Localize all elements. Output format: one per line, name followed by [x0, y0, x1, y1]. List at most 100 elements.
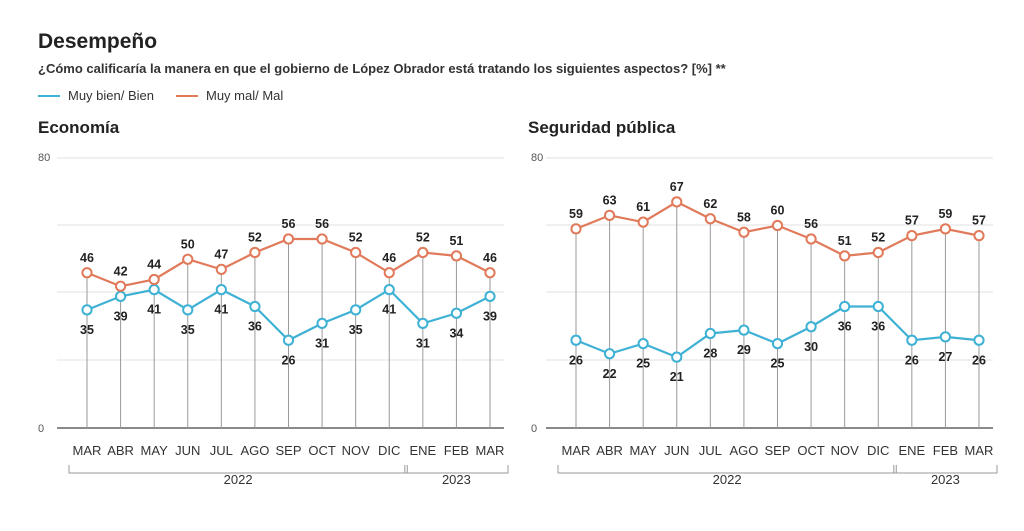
- data-point-positive: [872, 300, 884, 313]
- data-label-positive: 41: [214, 303, 228, 317]
- page-title: Desempeño: [38, 30, 158, 53]
- legend: Muy bien/ Bien Muy mal/ Mal: [38, 88, 305, 103]
- data-label-negative: 63: [603, 193, 617, 207]
- data-label-positive: 36: [871, 320, 885, 334]
- data-label-positive: 28: [703, 347, 717, 361]
- data-label-negative: 42: [114, 264, 128, 278]
- data-label-positive: 22: [603, 367, 617, 381]
- data-point-positive: [671, 351, 683, 363]
- data-label-negative: 61: [636, 200, 650, 214]
- data-point-negative: [570, 223, 582, 235]
- x-tick-label: JUL: [210, 443, 233, 458]
- data-label-positive: 41: [382, 303, 396, 317]
- data-point-positive: [805, 321, 817, 333]
- x-tick-label: MAR: [965, 443, 994, 458]
- data-label-positive: 26: [569, 353, 583, 367]
- data-point-negative: [671, 196, 683, 208]
- data-label-negative: 47: [214, 247, 228, 261]
- data-point-negative: [350, 246, 362, 259]
- y-tick-label: 80: [531, 152, 543, 164]
- data-point-negative: [450, 250, 463, 262]
- x-tick-label: MAY: [630, 443, 658, 458]
- data-label-negative: 44: [147, 258, 161, 272]
- data-label-negative: 57: [905, 214, 919, 228]
- data-point-positive: [182, 304, 194, 316]
- data-label-negative: 52: [416, 231, 430, 245]
- data-point-negative: [114, 280, 127, 292]
- data-label-negative: 56: [315, 217, 329, 231]
- x-tick-label: SEP: [764, 443, 790, 458]
- data-point-negative: [973, 230, 985, 242]
- data-point-negative: [249, 246, 261, 259]
- data-point-positive: [637, 338, 649, 350]
- x-tick-label: MAR: [476, 443, 505, 458]
- data-point-positive: [450, 307, 463, 319]
- data-label-negative: 56: [804, 217, 818, 231]
- data-label-negative: 46: [80, 251, 94, 265]
- data-point-positive: [906, 334, 918, 346]
- y-tick-label: 0: [38, 423, 44, 435]
- data-point-negative: [839, 250, 851, 262]
- data-point-positive: [316, 317, 328, 329]
- x-tick-label: SEP: [275, 443, 301, 458]
- data-point-negative: [282, 233, 295, 245]
- x-tick-label: ENE: [409, 443, 436, 458]
- data-label-positive: 21: [670, 370, 684, 384]
- x-tick-label: ENE: [898, 443, 925, 458]
- year-label: 2023: [442, 472, 471, 487]
- data-label-negative: 52: [349, 231, 363, 245]
- data-point-positive: [939, 331, 952, 343]
- data-label-positive: 36: [248, 320, 262, 334]
- x-tick-label: DIC: [867, 443, 889, 458]
- data-label-negative: 46: [483, 251, 497, 265]
- data-point-negative: [738, 226, 750, 238]
- data-point-positive: [973, 334, 985, 346]
- data-point-negative: [215, 263, 227, 275]
- x-tick-label: ABR: [107, 443, 134, 458]
- data-label-negative: 60: [771, 204, 785, 218]
- x-tick-label: MAR: [73, 443, 102, 458]
- data-label-negative: 46: [382, 251, 396, 265]
- x-tick-label: FEB: [444, 443, 469, 458]
- x-tick-label: JUN: [175, 443, 200, 458]
- legend-item-negative: Muy mal/ Mal: [176, 88, 283, 103]
- legend-item-positive: Muy bien/ Bien: [38, 88, 154, 103]
- year-label: 2022: [713, 472, 742, 487]
- data-label-positive: 36: [838, 320, 852, 334]
- x-tick-label: JUN: [664, 443, 689, 458]
- year-bracket: [68, 465, 408, 474]
- x-tick-label: MAR: [562, 443, 591, 458]
- data-label-positive: 27: [938, 350, 952, 364]
- data-point-negative: [417, 246, 429, 259]
- data-label-positive: 25: [636, 357, 650, 371]
- data-point-positive: [738, 324, 750, 336]
- x-tick-label: FEB: [933, 443, 958, 458]
- data-point-positive: [282, 334, 295, 346]
- data-label-negative: 52: [248, 231, 262, 245]
- x-tick-label: OCT: [308, 443, 336, 458]
- data-point-positive: [148, 284, 160, 296]
- x-tick-label: AGO: [729, 443, 758, 458]
- data-point-negative: [704, 213, 716, 225]
- year-bracket: [404, 465, 509, 474]
- data-label-negative: 50: [181, 237, 195, 251]
- year-bracket: [557, 465, 897, 474]
- data-label-negative: 58: [737, 210, 751, 224]
- data-point-negative: [81, 267, 93, 279]
- data-point-negative: [603, 209, 616, 221]
- year-bracket: [893, 465, 998, 474]
- y-tick-label: 80: [38, 152, 50, 164]
- data-point-negative: [805, 233, 817, 245]
- data-point-positive: [81, 304, 93, 316]
- legend-swatch-positive: [38, 94, 60, 97]
- data-point-negative: [383, 267, 395, 279]
- x-tick-label: ABR: [596, 443, 623, 458]
- data-label-negative: 51: [449, 234, 463, 248]
- data-label-positive: 31: [416, 336, 430, 350]
- data-label-negative: 67: [670, 180, 684, 194]
- data-label-positive: 35: [349, 323, 363, 337]
- legend-label-negative: Muy mal/ Mal: [206, 88, 284, 103]
- data-label-positive: 39: [483, 309, 497, 323]
- y-tick-label: 0: [531, 423, 537, 435]
